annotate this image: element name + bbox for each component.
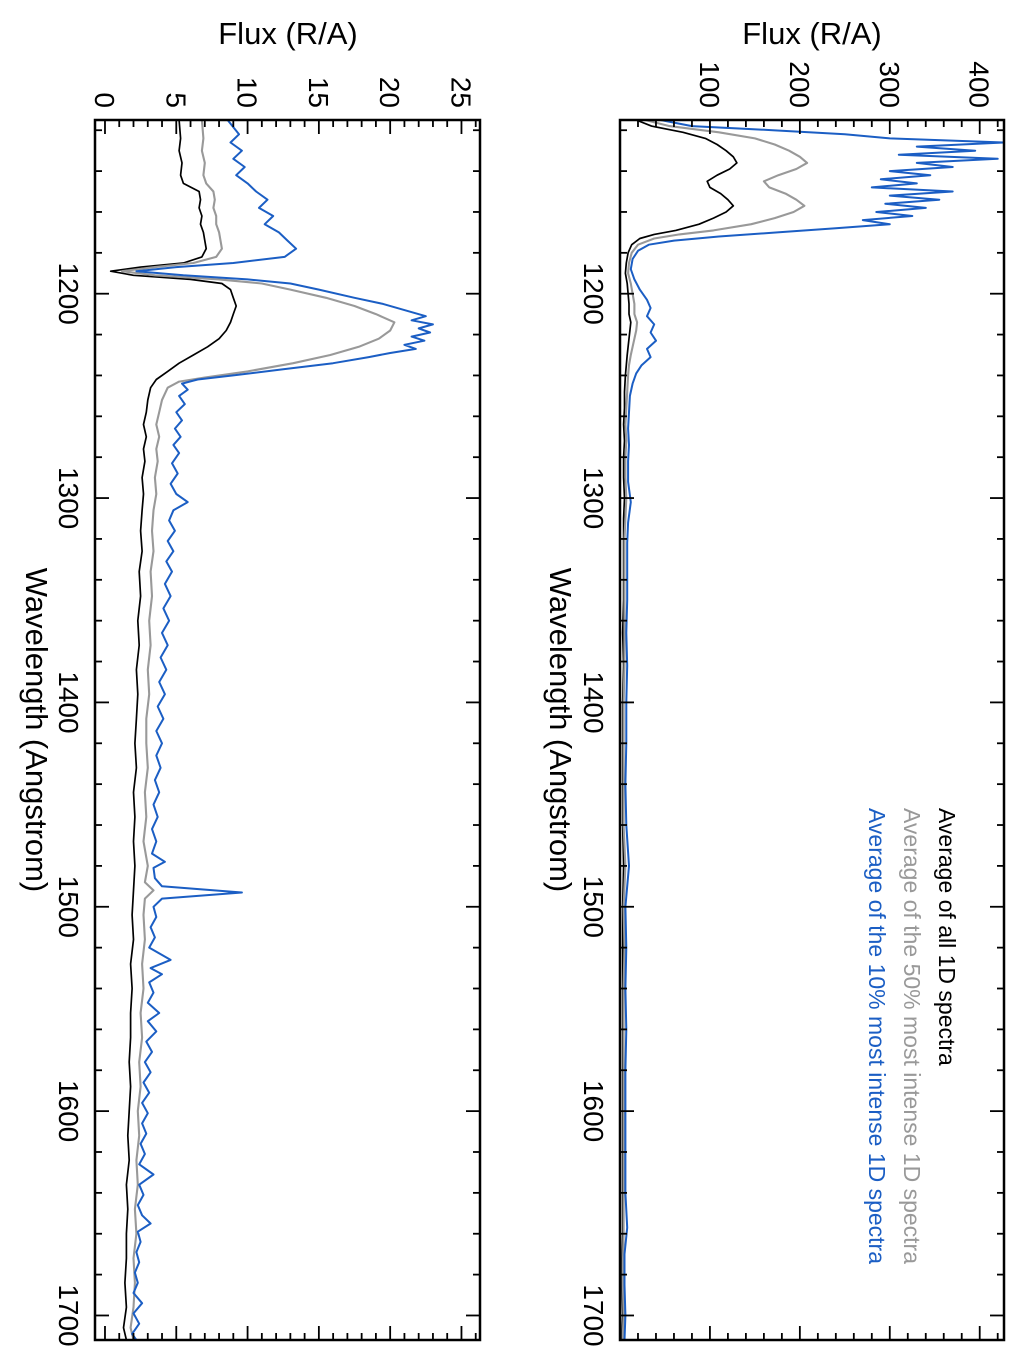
legend-item-10pct-most-intense: Average of the 10% most intense 1D spect…	[864, 808, 890, 1265]
x-tick-label: 1500	[53, 876, 84, 938]
series-line-black	[109, 120, 238, 1340]
x-tick-label: 1300	[53, 467, 84, 529]
x-tick-label: 1400	[578, 671, 609, 733]
legend: Average of all 1D spectra Average of the…	[859, 808, 964, 1264]
bottom-panel-ylabel: Flux (R/A)	[218, 16, 358, 51]
x-tick-label: 1300	[578, 467, 609, 529]
y-tick-label: 400	[964, 61, 995, 108]
x-tick-label: 1500	[578, 876, 609, 938]
x-tick-label: 1700	[578, 1284, 609, 1346]
top-panel-ylabel: Flux (R/A)	[742, 16, 882, 51]
panel-2-frame	[93, 118, 482, 1342]
y-tick-label: 300	[874, 61, 905, 108]
top-panel-xlabel: Wavelength (Angstrom)	[543, 567, 578, 893]
series-line-gray	[121, 120, 396, 1340]
y-tick-label: 200	[784, 61, 815, 108]
x-tick-label: 1700	[53, 1284, 84, 1346]
x-tick-label: 1600	[53, 1080, 84, 1142]
y-tick-label: 100	[694, 61, 725, 108]
bottom-panel-xlabel: Wavelength (Angstrom)	[19, 567, 54, 893]
panel-1-frame	[618, 118, 1006, 1342]
x-tick-label: 1200	[53, 263, 84, 325]
series-line-blue	[623, 120, 1004, 1340]
y-tick-label: 20	[374, 77, 405, 108]
x-tick-label: 1400	[53, 671, 84, 733]
legend-item-all-spectra: Average of all 1D spectra	[934, 808, 960, 1066]
x-tick-label: 1200	[578, 263, 609, 325]
panel-2-series	[109, 120, 434, 1340]
x-tick-label: 1600	[578, 1080, 609, 1142]
y-tick-label: 10	[232, 77, 263, 108]
series-line-black	[620, 120, 738, 1340]
y-tick-label: 25	[446, 77, 477, 108]
y-tick-label: 5	[160, 92, 191, 108]
series-line-gray	[621, 120, 809, 1340]
series-line-blue	[131, 120, 434, 1340]
y-tick-label: 0	[89, 92, 120, 108]
panel-1-series	[620, 120, 1004, 1340]
y-tick-label: 15	[303, 77, 334, 108]
legend-item-50pct-most-intense: Average of the 50% most intense 1D spect…	[899, 808, 925, 1265]
